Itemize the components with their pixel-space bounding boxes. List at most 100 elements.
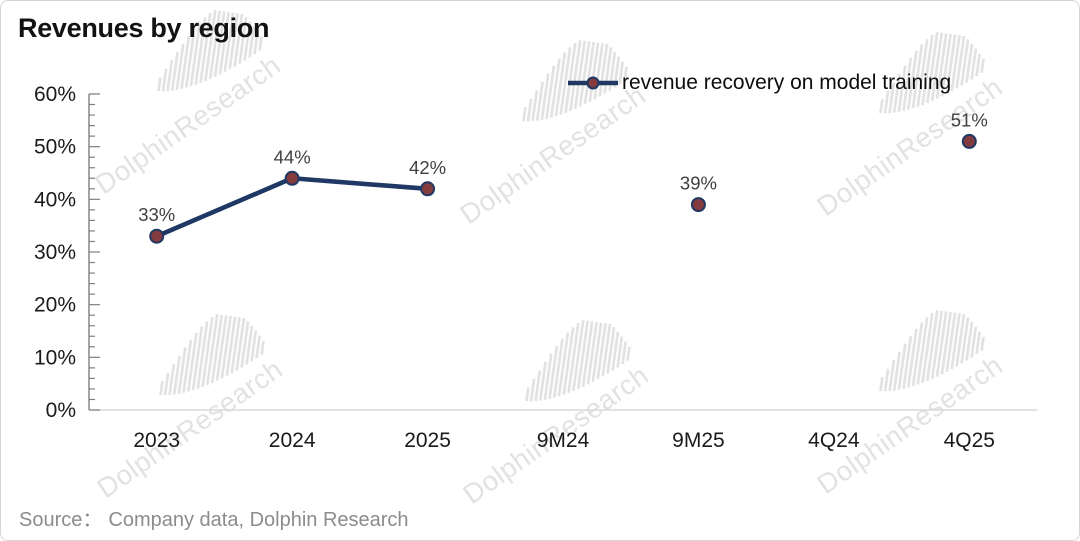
logo-bar [201,316,214,388]
watermark: DolphinResearch [426,39,686,274]
legend-label: revenue recovery on model training [622,71,952,94]
data-point-label: 39% [680,173,717,194]
logo-bar [218,11,230,75]
data-point-marker [961,133,977,149]
logo-bar [888,360,896,392]
logo-bar [161,68,168,92]
watermark: DolphinResearch [429,319,689,540]
logo-bar [180,35,191,89]
x-tick-label: 2023 [133,429,180,452]
logo-bar [564,42,577,114]
logo-bar [205,313,219,386]
logo-bar [606,327,616,374]
dolphin-logo-bars-icon [879,31,985,114]
logo-bar [911,44,924,109]
logo-bar [170,51,179,91]
logo-bar [535,81,544,121]
logo-bar [554,52,567,117]
logo-bar [940,311,952,375]
logo-bar [240,321,250,368]
x-tick-label: 9M24 [537,429,590,452]
y-tick-label: 60% [34,83,76,106]
logo-bar [567,322,580,394]
x-tick-label: 2025 [404,429,451,452]
logo-bar [879,98,884,114]
logo-bar [906,328,918,388]
logo-bar [573,40,587,110]
logo-bar [980,58,985,73]
logo-bar [950,35,961,92]
logo-bar [583,41,595,105]
logo-bar [970,48,978,80]
logo-bar [199,12,212,84]
logo-bar [220,315,232,379]
logo-bar [228,13,239,70]
logo-bar [618,61,625,85]
logo-bar [596,323,607,380]
x-tick-label: 2024 [269,429,316,452]
logo-bar [525,386,530,402]
data-point-marker [284,170,300,186]
data-point-label: 51% [951,109,988,130]
logo-bar [970,326,978,358]
y-tick-label: 10% [34,346,76,369]
logo-bar [172,355,181,395]
logo-bar [258,36,263,51]
logo-bar [548,345,559,399]
x-tick-label: 4Q24 [808,429,860,452]
logo-bar [223,12,235,73]
logo-bar [601,323,612,377]
logo-bar [916,39,929,107]
logo-bar [902,57,913,111]
dolphin-logo-bars-icon [879,309,985,392]
logo-bar [540,73,550,120]
y-tick-label: 50% [34,136,76,159]
logo-bar [879,376,884,392]
logo-bar [568,39,582,112]
logo-bar [586,321,598,385]
logo-bar [925,309,939,382]
logo-bar [230,317,241,374]
logo-bar [168,364,176,396]
chart-title: Revenues by region [18,13,270,43]
logo-bar [210,314,224,384]
logo-bar [960,39,970,86]
logo-bar [163,372,170,396]
logo-bar [888,82,896,114]
logo-bar [935,33,948,99]
logo-bar [892,351,901,391]
logo-bar [534,370,542,402]
watermark: DolphinResearch [61,9,321,244]
logo-bar [159,380,164,396]
x-tick-label: 4Q25 [944,429,995,452]
watermark: DolphinResearch [783,31,1043,266]
logo-bar [157,76,162,92]
logo-bar [250,330,258,362]
source-label: Source： [19,509,103,531]
logo-bar [208,10,222,80]
logo-bar [965,321,974,361]
logo-bar [177,347,187,394]
chart-legend: revenue recovery on model training [567,71,951,95]
logo-bar [545,65,556,119]
logo-bar [626,346,631,361]
logo-bar [611,331,620,371]
logo-bar [916,317,929,385]
series-line [154,175,430,239]
logo-bar [255,335,262,359]
logo-bar [581,321,594,387]
logo-bar [965,43,974,83]
logo-bar [945,312,957,373]
logo-bar [911,322,924,387]
logo-bar [897,65,907,112]
logo-bar [538,361,547,401]
logo-bar [559,47,572,115]
data-point-marker [690,197,706,213]
logo-bar [598,43,609,97]
logo-bar [557,332,570,397]
logo-bar [883,90,890,114]
dolphin-logo-bars-icon [525,319,631,402]
logo-bar [902,335,913,389]
logo-bar [203,9,217,82]
logo-bar [549,58,561,118]
